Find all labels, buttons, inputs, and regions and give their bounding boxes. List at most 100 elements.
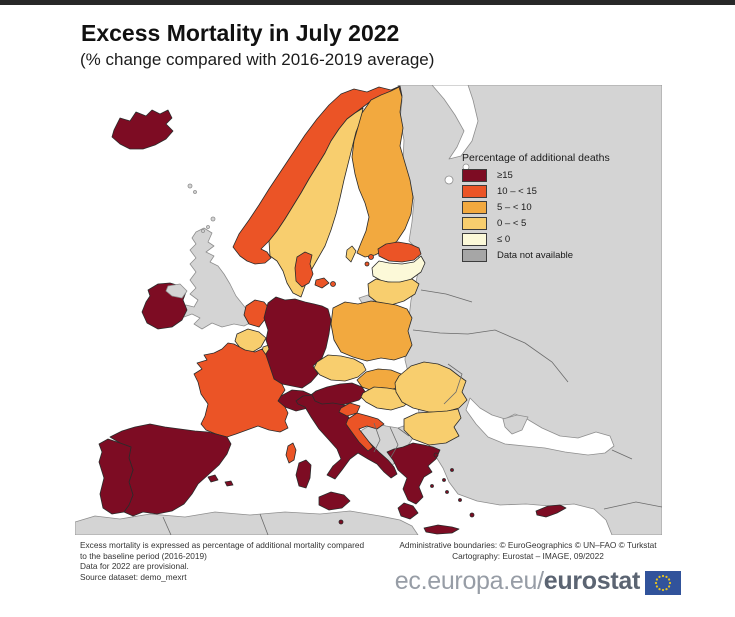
- eu-flag-field: [645, 571, 681, 595]
- sea-overlay: [431, 85, 479, 160]
- legend-item-b0_5: 0 – < 5: [462, 215, 662, 231]
- legend-label: 5 – < 10: [497, 201, 532, 213]
- footnote-line: Cartography: Eurostat – IMAGE, 09/2022: [452, 550, 604, 561]
- inner-border-line: [420, 289, 473, 303]
- eu-flag-icon: [645, 571, 681, 595]
- inner-border-line: [162, 516, 172, 535]
- country-crimea: [502, 414, 529, 435]
- legend-item-le0: ≤ 0: [462, 231, 662, 247]
- country-bulgaria: [403, 408, 462, 446]
- country-greece: [450, 468, 454, 472]
- page-title: Excess Mortality in July 2022: [81, 20, 400, 46]
- country-denmark: [314, 277, 330, 289]
- footnote-left: Excess mortality is expressed as percent…: [80, 540, 400, 582]
- country-greece: [430, 484, 434, 488]
- legend-item-b10_15: 10 – < 15: [462, 183, 662, 199]
- country-sicily: [318, 491, 351, 511]
- legend-items: ≥15 10 – < 15 5 – < 10 0 – < 5 ≤ 0 Data not a…: [462, 167, 662, 263]
- country-italy: [295, 394, 398, 480]
- country-balearic-islands: [207, 474, 219, 483]
- inner-border-line: [603, 501, 662, 510]
- country-shetland-islands: [206, 225, 210, 229]
- sea-overlay: [465, 397, 615, 456]
- country-uk: [177, 227, 253, 330]
- country-sardinia: [295, 459, 312, 489]
- eu-flag-star: [654, 581, 658, 585]
- legend-swatch: [462, 248, 487, 262]
- eu-flag-star: [661, 588, 665, 592]
- eu-flag-star: [655, 585, 658, 588]
- legend-label: 0 – < 5: [497, 217, 527, 229]
- country-faroe-islands: [187, 183, 193, 189]
- country-greece: [397, 502, 419, 520]
- country-malta: [338, 519, 344, 525]
- eurostat-url-bold: eurostat: [543, 567, 641, 595]
- country-shetland-islands: [210, 216, 216, 222]
- footnote-line: Source dataset: demo_mexrt: [80, 571, 187, 582]
- country-sweden: [268, 107, 364, 298]
- inner-border-line: [259, 513, 269, 535]
- eu-flag-star: [658, 588, 661, 591]
- country-estonia: [368, 254, 374, 260]
- eu-flag-star: [658, 575, 661, 578]
- eu-flag-star: [661, 574, 665, 578]
- footnote-right: Administrative boundaries: © EuroGeograp…: [394, 540, 662, 561]
- footnote-line: Excess mortality is expressed as percent…: [80, 540, 365, 550]
- country-greece: [458, 498, 462, 502]
- eu-flag-star: [655, 578, 658, 581]
- eu-flag-star: [665, 575, 668, 578]
- legend-label: Data not available: [497, 249, 574, 261]
- legend-label: 10 – < 15: [497, 185, 537, 197]
- legend-swatch: [462, 168, 487, 182]
- inner-border-line: [397, 427, 410, 437]
- country-north-africa: [75, 510, 419, 535]
- country-faroe-islands: [193, 190, 197, 194]
- country-shetland-islands: [201, 229, 205, 233]
- inner-border-line: [467, 329, 569, 383]
- eu-flag-star: [668, 581, 672, 585]
- eurostat-wordmark: ec.europa.eu/eurostat: [300, 567, 641, 596]
- eu-flag-star: [668, 585, 671, 588]
- legend-label: ≥15: [497, 169, 513, 181]
- legend-swatch: [462, 232, 487, 246]
- country-poland: [330, 300, 413, 362]
- country-portugal: [98, 438, 134, 515]
- footnote-line: to the baseline period (2016-2019): [80, 550, 207, 561]
- country-greece: [386, 442, 441, 505]
- country-estonia: [364, 261, 370, 267]
- country-gotland: [345, 245, 357, 263]
- country-greece: [423, 524, 460, 535]
- inner-border-line: [373, 422, 381, 453]
- footnote-line: Data for 2022 are provisional.: [80, 561, 189, 572]
- legend-swatch: [462, 184, 487, 198]
- legend-item-na: Data not available: [462, 247, 662, 263]
- legend-item-ge15: ≥15: [462, 167, 662, 183]
- map-legend: Percentage of additional deaths ≥15 10 – …: [462, 152, 662, 263]
- country-denmark: [294, 251, 314, 288]
- inner-border-line: [443, 363, 463, 405]
- country-greece: [469, 512, 475, 518]
- inner-border-line: [412, 329, 469, 335]
- country-estonia: [377, 241, 422, 263]
- country-corsica: [285, 442, 297, 464]
- country-czechia: [313, 354, 367, 382]
- inner-border-line: [389, 426, 399, 458]
- legend-title: Percentage of additional deaths: [462, 152, 610, 164]
- country-greece: [433, 452, 439, 458]
- eurostat-url-prefix: ec.europa.eu/: [394, 567, 544, 595]
- country-germany: [263, 296, 332, 389]
- top-edge-bar: [0, 0, 735, 5]
- country-iceland: [111, 109, 174, 150]
- legend-swatch: [462, 200, 487, 214]
- eu-flag-star: [668, 578, 671, 581]
- page-subtitle: (% change compared with 2016-2019 averag…: [80, 50, 435, 69]
- country-northern-ireland: [165, 283, 188, 299]
- country-cyprus: [535, 504, 567, 518]
- country-croatia: [345, 412, 385, 452]
- country-denmark: [330, 281, 336, 287]
- country-belgium: [234, 328, 267, 354]
- country-greece: [442, 478, 446, 482]
